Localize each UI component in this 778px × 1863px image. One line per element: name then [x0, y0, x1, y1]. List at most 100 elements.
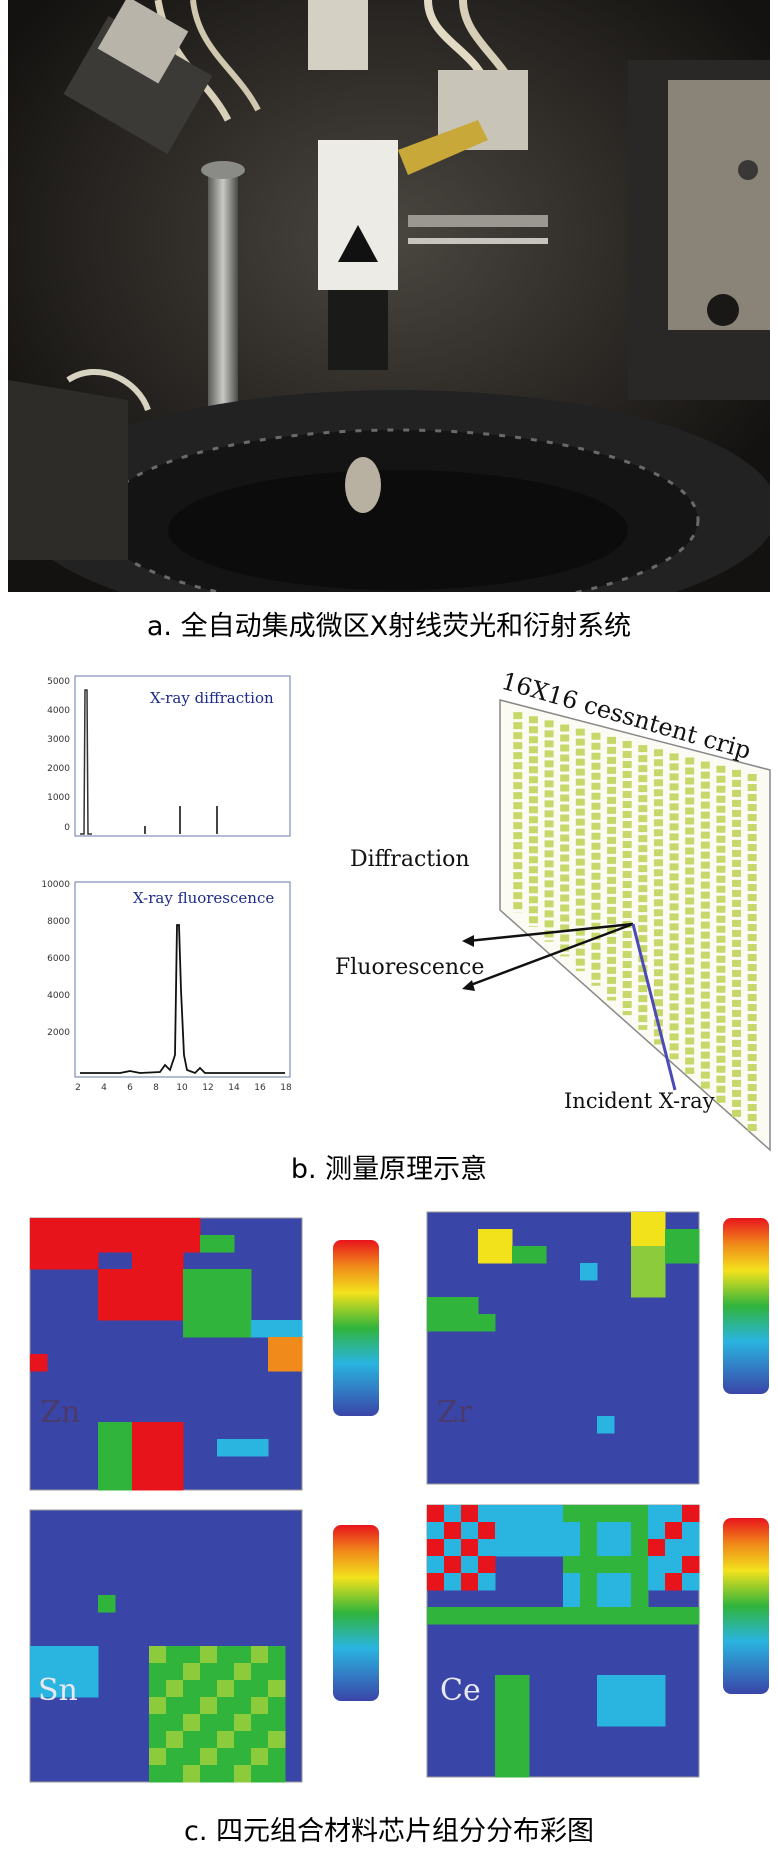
map-cell [217, 1731, 235, 1749]
map-cell [81, 1235, 99, 1253]
map-cell [648, 1522, 666, 1540]
map-cell [529, 1539, 547, 1557]
map-cell [200, 1714, 218, 1732]
map-cell [461, 1297, 479, 1315]
map-cell [580, 1573, 598, 1591]
map-cell [132, 1422, 150, 1440]
map-cell [495, 1709, 513, 1727]
map-cell [234, 1663, 252, 1681]
map-cell [132, 1439, 150, 1457]
map-cell [98, 1422, 116, 1440]
diffraction-ytick: 2000 [47, 764, 70, 774]
map-cell [200, 1303, 218, 1321]
map-cell [98, 1473, 116, 1491]
map-cell [682, 1246, 700, 1264]
map-cell [529, 1505, 547, 1523]
ce-label: Ce [440, 1673, 481, 1708]
map-cell [115, 1422, 133, 1440]
map-cell [98, 1595, 116, 1613]
map-cell [648, 1212, 666, 1230]
map-cell [512, 1743, 530, 1761]
map-cell [64, 1663, 82, 1681]
map-cell [98, 1286, 116, 1304]
map-cell [529, 1246, 547, 1264]
map-cell [461, 1505, 479, 1523]
map-cell [546, 1522, 564, 1540]
map-cell [183, 1748, 201, 1766]
map-cell [132, 1303, 150, 1321]
map-cell [30, 1646, 48, 1664]
map-cell [648, 1263, 666, 1281]
map-cell [115, 1456, 133, 1474]
map-cell [682, 1573, 700, 1591]
map-cell [234, 1714, 252, 1732]
map-cell [217, 1286, 235, 1304]
map-cell [166, 1663, 184, 1681]
map-cell [478, 1505, 496, 1523]
chip-plate [499, 699, 771, 1152]
fluorescence-xtick: 14 [228, 1083, 240, 1093]
map-cell [546, 1505, 564, 1523]
fluorescence-plot: 10000 8000 6000 4000 2000 2 4 6 8 10 12 … [41, 880, 292, 1093]
measurement-principle-figure: 5000 4000 3000 2000 1000 0 X-ray diffrac… [41, 667, 771, 1152]
map-cell [563, 1573, 581, 1591]
diffraction-ytick: 1000 [47, 793, 70, 803]
map-cell [427, 1607, 445, 1625]
map-cell [461, 1607, 479, 1625]
fluorescence-plot-label: X-ray fluorescence [133, 889, 274, 907]
map-cell [64, 1235, 82, 1253]
map-cell [217, 1680, 235, 1698]
map-cell [580, 1505, 598, 1523]
map-cell [495, 1229, 513, 1247]
map-cell [512, 1692, 530, 1710]
map-cell [444, 1607, 462, 1625]
map-cell [682, 1556, 700, 1574]
map-cell [427, 1539, 445, 1557]
map-cell [132, 1252, 150, 1270]
fluorescence-spectrum [80, 924, 285, 1075]
map-cell [478, 1556, 496, 1574]
map-cell [234, 1765, 252, 1783]
map-cell [478, 1522, 496, 1540]
map-cell [597, 1590, 615, 1608]
map-cell [183, 1320, 201, 1338]
map-cell [268, 1765, 286, 1783]
map-cell [495, 1726, 513, 1744]
map-cell [648, 1556, 666, 1574]
map-cell [234, 1320, 252, 1338]
map-cell [217, 1748, 235, 1766]
map-cell [427, 1573, 445, 1591]
map-cell [251, 1765, 269, 1783]
map-cell [495, 1760, 513, 1778]
map-cell [132, 1456, 150, 1474]
map-cell [183, 1286, 201, 1304]
map-cell [149, 1748, 167, 1766]
map-cell [30, 1680, 48, 1698]
map-cell [648, 1280, 666, 1298]
map-cell [529, 1607, 547, 1625]
map-cell [64, 1680, 82, 1698]
map-cell [149, 1422, 167, 1440]
fluorescence-xtick: 4 [101, 1083, 107, 1093]
map-cell [251, 1320, 269, 1338]
map-cell [665, 1573, 683, 1591]
map-cell [200, 1286, 218, 1304]
fluorescence-ytick: 2000 [47, 1028, 70, 1038]
map-cell [665, 1556, 683, 1574]
caption-panel-c: c. 四元组合材料芯片组分分布彩图 [183, 1816, 594, 1847]
map-cell [183, 1765, 201, 1783]
map-cell [631, 1709, 649, 1727]
diffraction-plot: 5000 4000 3000 2000 1000 0 X-ray diffrac… [47, 675, 291, 837]
map-cell [64, 1218, 82, 1236]
map-cell [665, 1505, 683, 1523]
map-cell [285, 1320, 303, 1338]
map-cell [200, 1235, 218, 1253]
map-cell [98, 1456, 116, 1474]
map-cell [631, 1212, 649, 1230]
map-cell [631, 1263, 649, 1281]
map-cell [149, 1680, 167, 1698]
map-cell [268, 1680, 286, 1698]
map-cell [183, 1680, 201, 1698]
map-cell [495, 1675, 513, 1693]
map-cell [631, 1675, 649, 1693]
